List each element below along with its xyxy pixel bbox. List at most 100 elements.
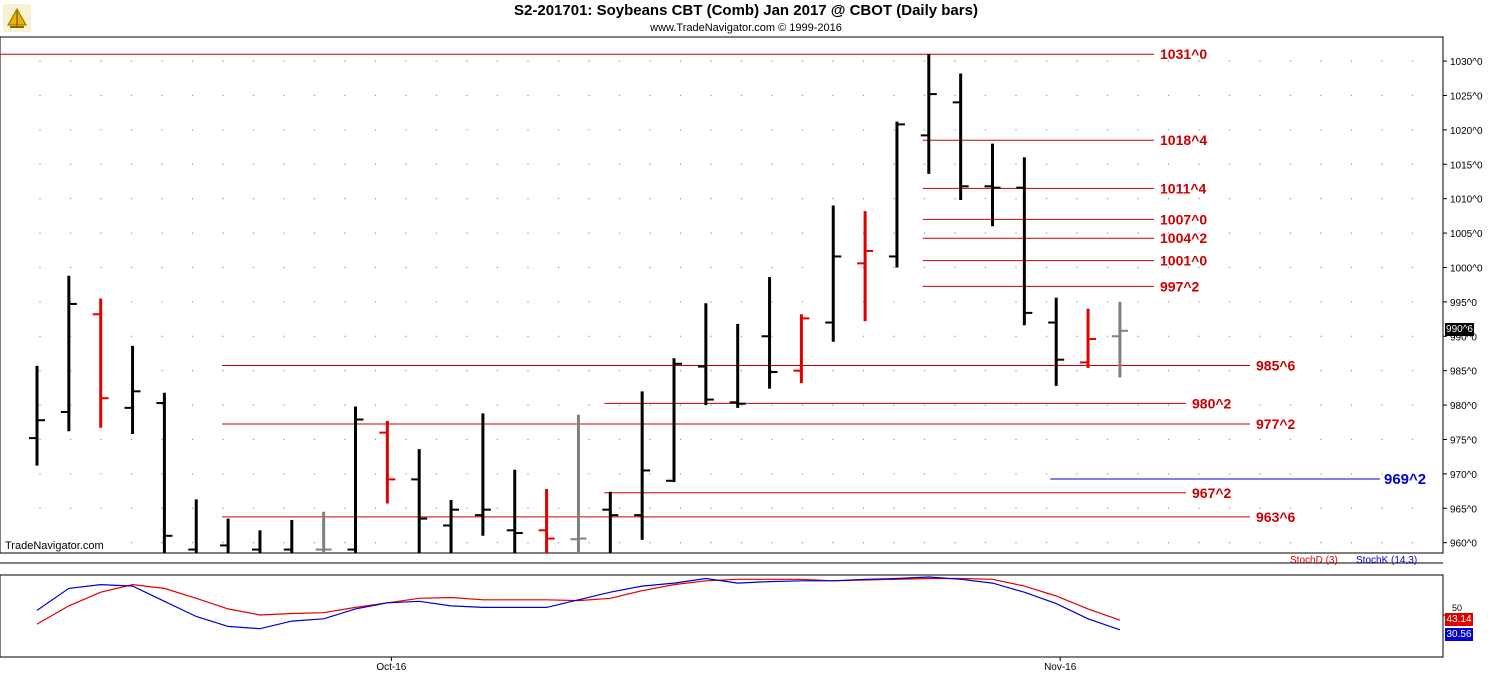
grid-dot [435,266,438,269]
grid-dot [1320,507,1322,509]
grid-dot [1106,94,1109,97]
grid-dot [344,404,346,406]
grid-dot [1137,129,1139,131]
grid-dot [1106,370,1109,372]
grid-dot [405,232,407,234]
grid-dot [69,507,72,509]
grid-dot [374,370,377,372]
grid-dot [771,542,773,544]
grid-dot [100,542,102,544]
grid-dot [466,266,468,269]
grid-dot [1106,163,1109,165]
grid-dot [405,266,407,269]
grid-dot [405,94,407,97]
grid-dot [1015,94,1017,97]
legend-stochk: StochK (14,3) [1356,555,1418,566]
grid-dot [283,301,285,303]
grid-dot [283,163,285,165]
grid-dot [435,404,438,406]
grid-dot [893,163,895,165]
chart-subtitle: www.TradeNavigator.com © 1999-2016 [650,22,842,34]
grid-dot [1289,60,1292,62]
grid-dot [1320,370,1322,372]
grid-dot [679,473,682,475]
level-label: 1031^0 [1160,46,1207,62]
stochk-last-badge: 30.56 [1445,628,1473,641]
grid-dot [923,301,926,303]
grid-dot [466,129,468,131]
grid-dot [893,232,895,234]
grid-dot [1045,404,1048,406]
grid-dot [771,370,773,372]
grid-dot [1106,232,1109,234]
grid-dot [1259,542,1261,544]
grid-dot [1381,404,1383,406]
grid-dot [313,507,316,509]
grid-dot [1350,198,1353,200]
x-tick-label: Oct-16 [376,662,406,673]
level-label: 967^2 [1192,485,1232,501]
grid-dot [130,232,133,234]
grid-dot [618,266,621,269]
grid-dot [588,335,590,337]
grid-dot [649,507,651,509]
grid-dot [740,163,743,165]
grid-dot [1381,94,1383,97]
grid-dot [374,266,377,269]
grid-dot [923,198,926,200]
grid-dot [435,301,438,303]
grid-dot [1228,266,1231,269]
grid-dot [313,198,316,200]
grid-dot [588,60,590,62]
stochastic-panel: Oct-16 Nov-16 [0,574,1447,673]
grid-dot [1411,335,1414,337]
grid-dot [618,335,621,337]
grid-dot [954,370,956,372]
grid-dot [1289,404,1292,406]
grid-dot [374,438,377,441]
grid-dot [191,198,194,200]
grid-dot [435,129,438,131]
grid-dot [557,301,560,303]
grid-dot [161,198,163,200]
grid-dot [496,473,499,475]
grid-dot [496,404,499,406]
grid-dot [222,198,224,200]
grid-dot [1381,438,1383,441]
grid-dot [496,370,499,372]
grid-dot [618,404,621,406]
grid-dot [527,301,529,303]
grid-dot [496,266,499,269]
level-label: 997^2 [1160,278,1200,294]
grid-dot [527,473,529,475]
grid-dot [740,542,743,544]
grid-dot [435,198,438,200]
grid-dot [527,60,529,62]
grid-dot [832,542,834,544]
grid-dot [496,60,499,62]
grid-dot [588,232,590,234]
grid-dot [923,438,926,441]
grid-dot [1411,198,1414,200]
grid-dot [588,266,590,269]
grid-dot [39,266,41,269]
grid-dot [588,94,590,97]
grid-dot [710,404,712,406]
grid-dot [1076,404,1078,406]
grid-dot [344,94,346,97]
grid-dot [435,94,438,97]
grid-dot [923,335,926,337]
grid-dot [1106,198,1109,200]
grid-dot [832,473,834,475]
grid-dot [130,94,133,97]
y-tick-label: 1030^0 [1450,57,1483,68]
grid-dot [161,163,163,165]
grid-dot [1076,473,1078,475]
grid-dot [222,60,224,62]
grid-dot [191,60,194,62]
grid-dot [1137,438,1139,441]
grid-dot [283,232,285,234]
grid-dot [1045,335,1048,337]
grid-dot [1045,198,1048,200]
grid-dot [1411,129,1414,131]
